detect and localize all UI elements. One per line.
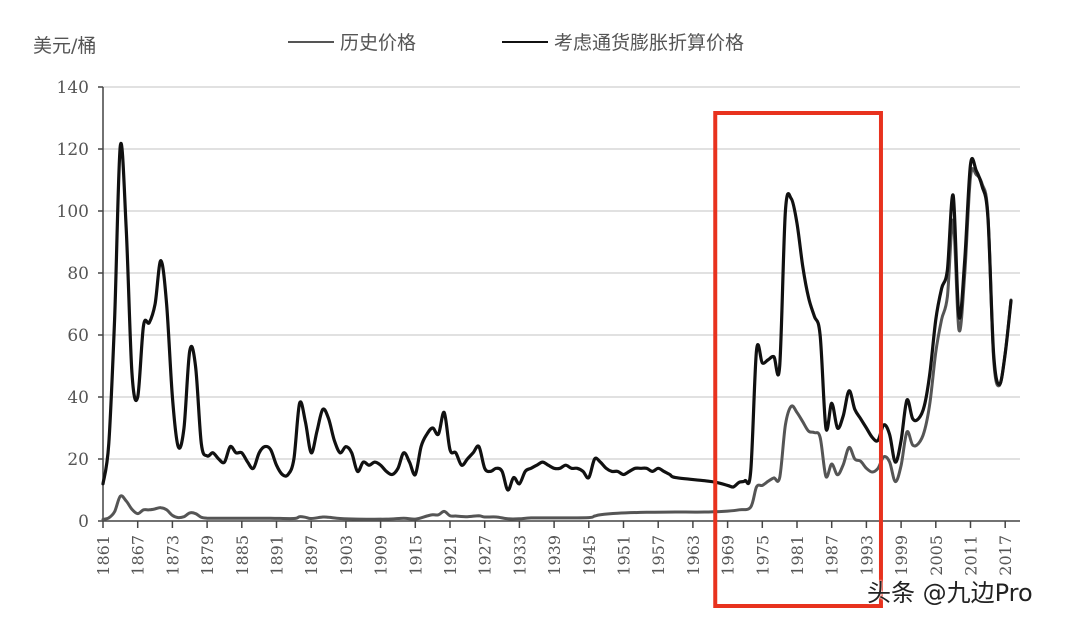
- x-tick-label: 1951: [615, 535, 634, 576]
- x-tick-label: 1975: [753, 535, 772, 576]
- y-tick-label: 40: [67, 388, 89, 408]
- x-tick-label: 1957: [649, 535, 668, 576]
- x-tick-label: 1981: [788, 535, 807, 576]
- y-axis: 0 20 40 60 80 100 120 140: [57, 78, 104, 532]
- x-tick-label: 1927: [476, 535, 495, 576]
- y-tick-label: 120: [57, 140, 89, 160]
- x-tick-label: 1909: [372, 535, 391, 576]
- y-tick-label: 60: [67, 326, 89, 346]
- x-tick-label: 1969: [719, 535, 738, 576]
- x-tick-label: 1885: [233, 535, 252, 576]
- x-tick-label: 1915: [406, 535, 425, 576]
- y-tick-label: 80: [67, 264, 89, 284]
- y-tick-label: 100: [57, 202, 89, 222]
- x-tick-label: 1945: [580, 535, 599, 576]
- legend-label: 历史价格: [340, 32, 417, 54]
- x-tick-label: 2005: [927, 535, 946, 576]
- data-series: [101, 141, 1013, 521]
- legend-item-inflation-adjusted: 考虑通货膨胀折算价格: [502, 28, 744, 55]
- highlight-box: [713, 111, 883, 608]
- x-tick-label: 1933: [510, 535, 529, 576]
- x-axis: 1861 1867 1873 1879 1885 1891 1897 1903 1909 1915…: [94, 520, 1020, 576]
- legend-label: 考虑通货膨胀折算价格: [554, 32, 745, 54]
- x-tick-label: 1891: [268, 535, 287, 576]
- x-tick-label: 2017: [996, 535, 1015, 576]
- y-tick-label: 0: [78, 512, 89, 532]
- x-tick-label: 1939: [545, 535, 564, 576]
- x-tick-label: 1879: [198, 535, 217, 576]
- x-tick-label: 2011: [962, 535, 981, 576]
- x-tick-label: 1867: [129, 535, 148, 576]
- x-tick-label: 1921: [441, 535, 460, 576]
- historical-price-line: [101, 167, 1013, 521]
- inflation-adjusted-price-line: [101, 141, 1013, 492]
- x-tick-label: 1897: [302, 535, 321, 576]
- x-tick-label: 1999: [892, 535, 911, 576]
- x-tick-label: 1873: [163, 535, 182, 576]
- legend-line-icon: [288, 40, 334, 43]
- legend-line-icon: [502, 40, 548, 43]
- legend-item-historical: 历史价格: [288, 28, 416, 55]
- x-tick-label: 1993: [857, 535, 876, 576]
- watermark: 头条 @九边Pro: [867, 579, 1033, 607]
- x-tick-label: 1903: [337, 535, 356, 576]
- x-tick-label: 1987: [823, 535, 842, 576]
- gridlines: [103, 86, 1020, 460]
- x-tick-label: 1861: [94, 535, 113, 576]
- x-tick-label: 1963: [684, 535, 703, 576]
- y-tick-label: 20: [67, 450, 89, 470]
- y-tick-label: 140: [57, 78, 89, 98]
- highlight-rectangle: [713, 111, 883, 608]
- y-axis-unit-label: 美元/桶: [33, 35, 97, 57]
